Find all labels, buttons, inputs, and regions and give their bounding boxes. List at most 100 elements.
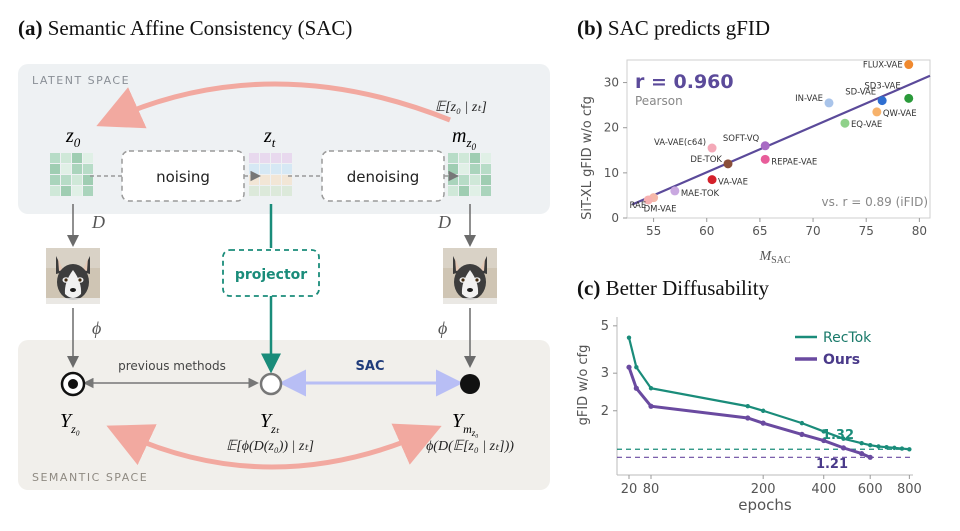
scatter-point <box>670 186 680 196</box>
y-left-label: Yz₀ <box>60 410 80 436</box>
series-point <box>859 440 864 446</box>
series-point <box>745 415 751 421</box>
series-point <box>760 408 766 413</box>
grid-cell <box>260 186 270 196</box>
scatter-point <box>877 96 887 106</box>
y-tick-label: 10 <box>604 166 619 180</box>
grid-cell <box>72 186 82 196</box>
scatter-point <box>760 141 770 151</box>
ours-final-value: 1.21 <box>816 457 848 472</box>
panel-a-diagram: LATENT SPACE SEMANTIC SPACE z0 zt mz0 𝔼[… <box>18 64 550 490</box>
scatter-point <box>707 143 717 153</box>
panel-b-title: (b) SAC predicts gFID <box>577 16 771 40</box>
grid-cell <box>459 186 469 196</box>
point-label: SOFT-VQ <box>723 134 760 144</box>
grid-cell <box>459 153 469 163</box>
legend-label: Ours <box>823 352 860 368</box>
grid-cell <box>72 175 82 185</box>
y-tick-label: 5 <box>601 319 609 334</box>
panel-c-line-chart: 20 80 200 400 600 800 2 3 5 RecTok Ours 1.32 1.21… <box>576 317 922 514</box>
point-label: DM-VAE <box>644 205 677 215</box>
series-point <box>821 437 827 444</box>
grid-cell <box>448 153 458 163</box>
denoising-text: denoising <box>347 168 420 186</box>
scatter-point <box>707 175 717 185</box>
series-point <box>899 446 905 451</box>
mz0-label: mz0 <box>452 125 477 152</box>
series-point <box>626 364 632 370</box>
series-point <box>626 335 632 340</box>
decoder-right-label: D <box>437 212 451 232</box>
x-tick-label: 800 <box>897 482 922 497</box>
y-mid-formula: 𝔼[ϕ(D(z₀)) | zₜ] <box>226 439 314 454</box>
grid-cell <box>448 186 458 196</box>
grid-cell <box>83 175 93 185</box>
x-axis-label: epochs <box>738 496 792 514</box>
projector-text: projector <box>235 267 307 283</box>
grid-cell <box>83 164 93 174</box>
point-label: SD-VAE <box>845 88 876 98</box>
expectation-top: 𝔼[z₀ | zₜ] <box>435 100 487 115</box>
series-point <box>634 364 639 370</box>
zt-latent-grid <box>249 153 292 196</box>
grid-cell <box>282 164 292 174</box>
x-tick-label: 80 <box>912 224 927 238</box>
y-axis-label: SiT-XL gFID w/o cfg <box>580 96 595 220</box>
y-tick-label: 3 <box>601 366 609 381</box>
series-point <box>821 429 826 434</box>
grid-cell <box>481 164 491 174</box>
latent-space-label: LATENT SPACE <box>32 74 130 87</box>
x-tick-label: 400 <box>811 482 836 497</box>
point-label: MAE-TOK <box>681 189 720 199</box>
grid-cell <box>470 153 480 163</box>
grid-cell <box>448 164 458 174</box>
grid-cell <box>470 186 480 196</box>
y-tick-label: 2 <box>601 404 609 419</box>
grid-cell <box>50 186 60 196</box>
grid-cell <box>61 153 71 163</box>
x-tick-label: 200 <box>751 482 776 497</box>
grid-cell <box>282 175 292 185</box>
grid-cell <box>61 175 71 185</box>
mz0-latent-grid <box>448 153 491 196</box>
grid-cell <box>61 186 71 196</box>
z0-latent-grid <box>50 153 93 196</box>
y-mid-label: Yzₜ <box>260 410 280 436</box>
point-label: DE-TOK <box>690 155 722 165</box>
grid-cell <box>50 175 60 185</box>
grid-cell <box>481 186 491 196</box>
grid-cell <box>282 153 292 163</box>
x-tick-label: 65 <box>752 224 767 238</box>
scatter-point <box>904 60 914 70</box>
y-tick-label: 30 <box>604 76 619 90</box>
scatter-point <box>760 154 770 164</box>
series-point <box>633 385 639 391</box>
scatter-point <box>840 118 850 128</box>
y-tick-label: 20 <box>604 121 619 135</box>
husky-image-right <box>443 248 497 304</box>
decoder-left-label: D <box>91 212 105 232</box>
grid-cell <box>459 175 469 185</box>
phi-left-label: ϕ <box>92 318 101 338</box>
grid-cell <box>83 186 93 196</box>
point-label: RAE <box>630 201 647 211</box>
scatter-point <box>872 107 882 117</box>
x-tick-label: 600 <box>858 482 883 497</box>
grid-cell <box>249 164 259 174</box>
grid-cell <box>470 164 480 174</box>
grid-cell <box>249 186 259 196</box>
scatter-point <box>824 98 834 108</box>
x-tick-label: 75 <box>859 224 874 238</box>
series-point <box>876 444 881 449</box>
grid-cell <box>260 175 270 185</box>
y-tick-label: 0 <box>611 211 619 225</box>
grid-cell <box>260 164 270 174</box>
series-point <box>884 444 889 450</box>
y-right-formula: ϕ(D(𝔼[z₀ | zₜ])) <box>426 439 514 454</box>
zt-label: zt <box>263 125 276 150</box>
phi-right-label: ϕ <box>438 318 447 338</box>
ifid-note: vs. r = 0.89 (iFID) <box>821 195 928 209</box>
series-point <box>907 447 912 452</box>
z0-label: z0 <box>65 125 81 150</box>
grid-cell <box>83 153 93 163</box>
